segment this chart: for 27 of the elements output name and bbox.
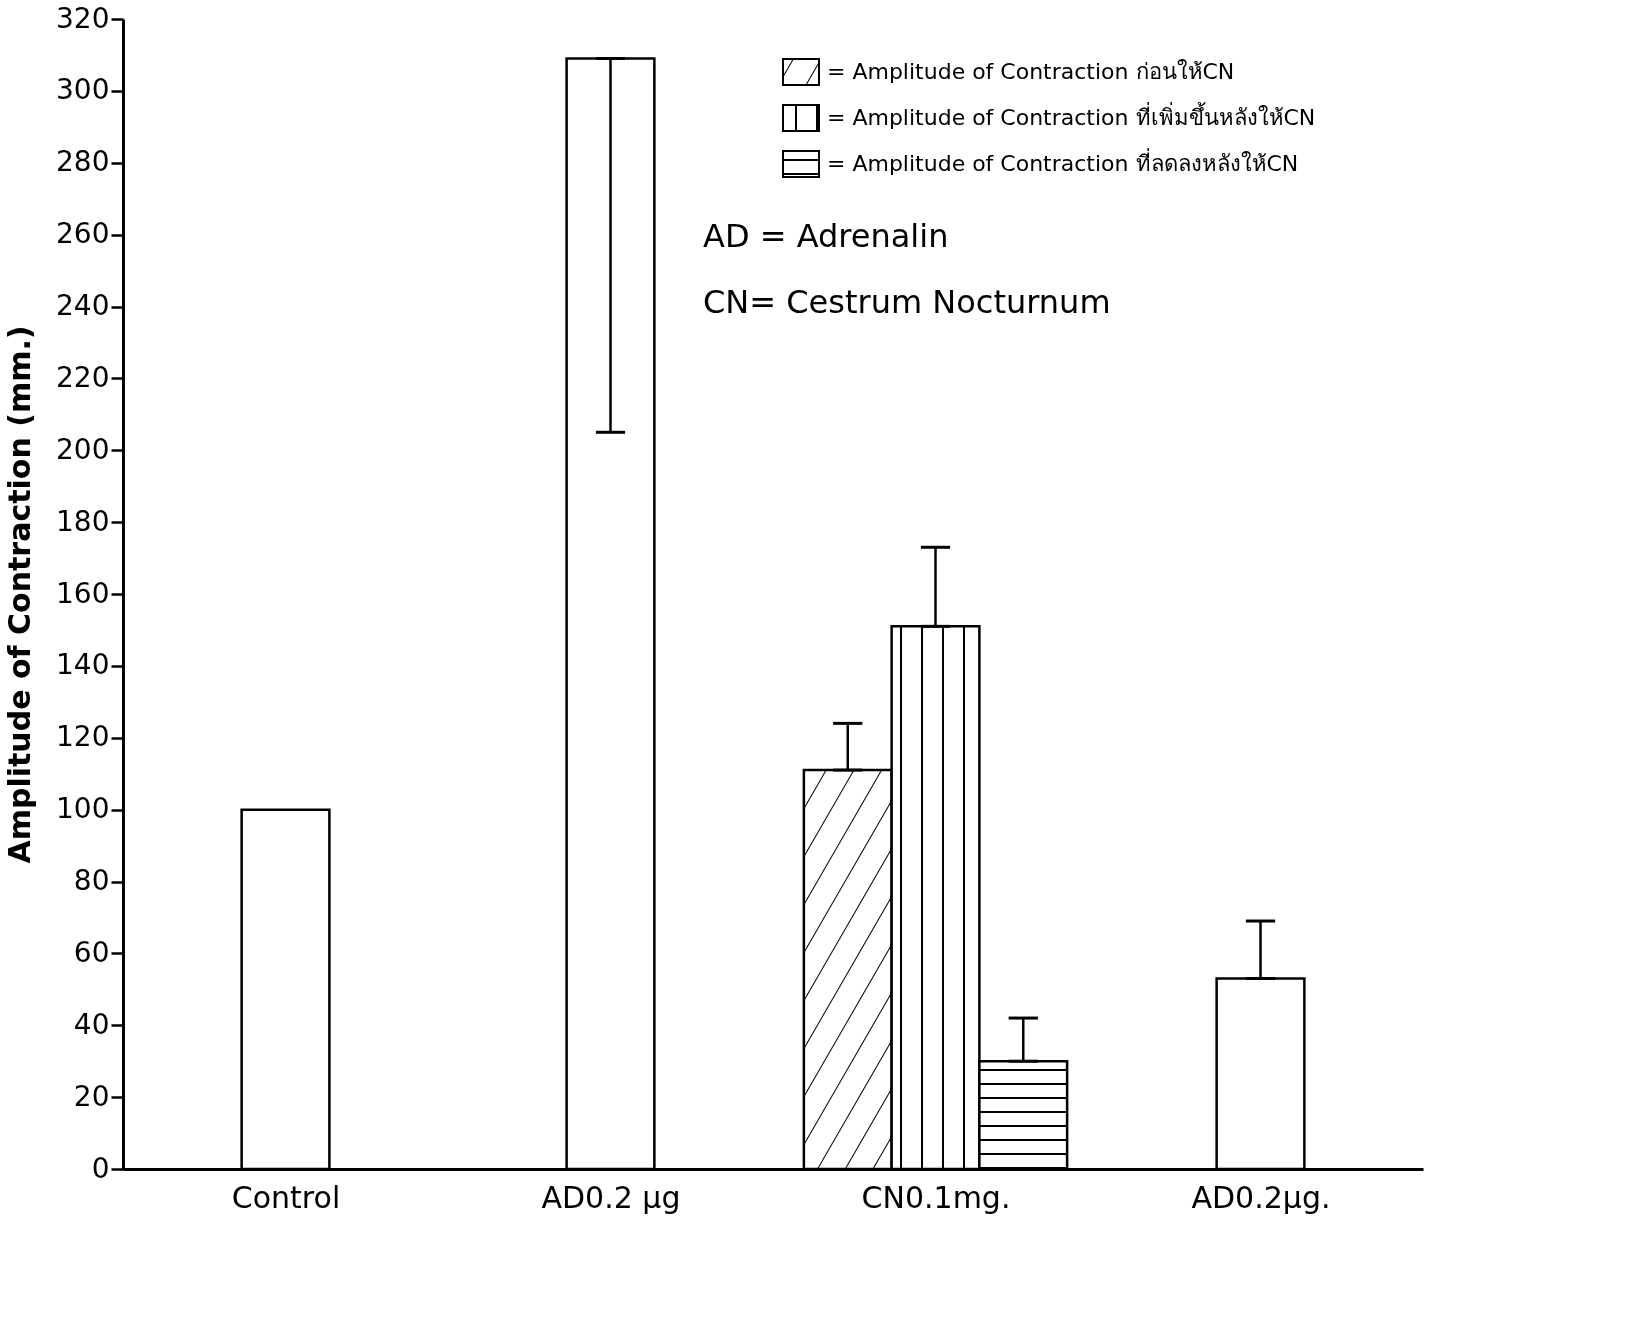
annotation: AD = Adrenalin	[703, 217, 949, 255]
y-tick-label: 240	[56, 289, 110, 322]
y-tick-label: 100	[56, 792, 110, 826]
y-tick-label: 160	[56, 576, 110, 610]
y-tick-label: 180	[56, 504, 110, 538]
annotation: CN= Cestrum Nocturnum	[703, 283, 1111, 321]
y-tick-label: 320	[56, 1, 110, 35]
y-tick-label: 20	[73, 1079, 110, 1113]
legend-label: = Amplitude of Contraction ที่ลดลงหลังให้CN	[827, 148, 1299, 176]
y-tick-label: 60	[73, 935, 110, 969]
y-tick-label: 300	[56, 73, 110, 107]
x-tick-label: AD0.2 µg	[541, 1179, 681, 1215]
y-tick-label: 40	[73, 1007, 110, 1041]
y-tick-label: 120	[56, 720, 110, 754]
y-axis-title: Amplitude of Contraction (mm.)	[2, 325, 38, 864]
y-tick-label: 80	[73, 864, 110, 897]
x-tick-label: AD0.2µg.	[1191, 1179, 1331, 1215]
y-tick-label: 0	[91, 1151, 110, 1185]
legend-label: = Amplitude of Contraction ที่เพิ่มขึ้นหลังให้CN	[827, 102, 1316, 130]
y-tick-label: 140	[56, 648, 110, 682]
x-tick-label: CN0.1mg.	[861, 1179, 1011, 1215]
y-tick-label: 280	[56, 145, 110, 179]
legend-label: = Amplitude of Contraction ก่อนให้CN	[827, 59, 1235, 84]
x-tick-label: Control	[231, 1179, 341, 1215]
y-tick-label: 220	[56, 360, 110, 394]
y-tick-label: 260	[56, 217, 110, 251]
y-tick-label: 200	[56, 432, 110, 466]
